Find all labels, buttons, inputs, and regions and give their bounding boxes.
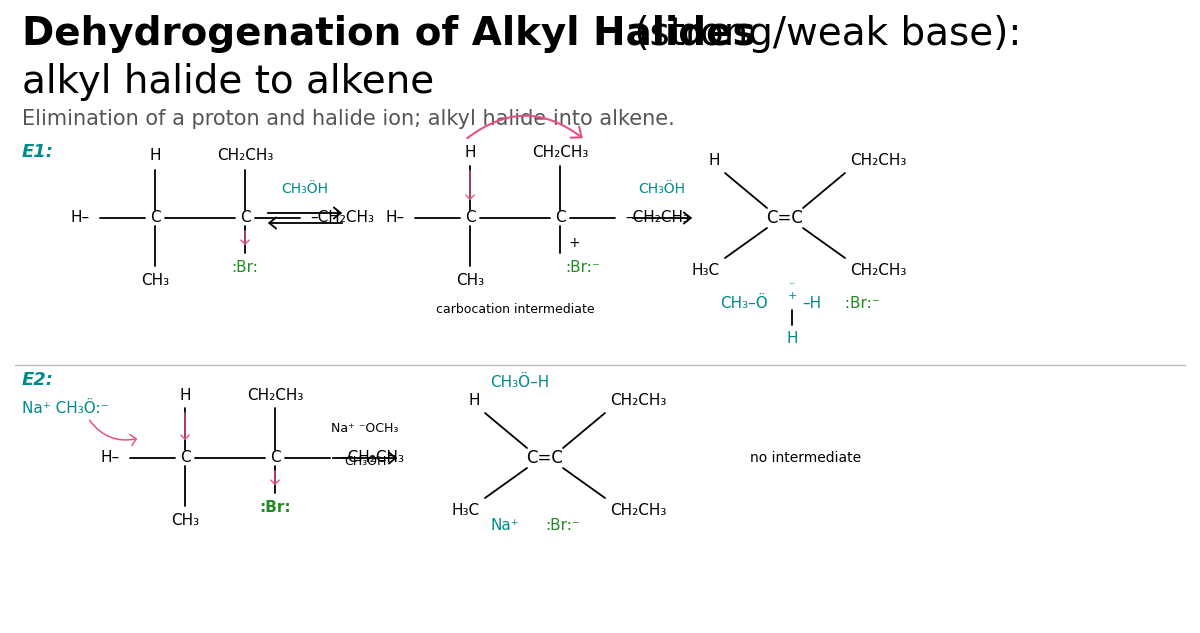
Text: E2:: E2: [22,371,54,389]
Text: –CH₂CH₃: –CH₂CH₃ [340,451,404,465]
Text: carbocation intermediate: carbocation intermediate [436,303,594,316]
Text: CH₃ÖH: CH₃ÖH [282,182,329,196]
Text: CH₂CH₃: CH₂CH₃ [610,393,666,408]
Text: Na⁺: Na⁺ [490,518,518,533]
Text: CH₂CH₃: CH₂CH₃ [217,148,274,163]
Text: –H: –H [802,296,821,311]
Text: CH₃ÖH: CH₃ÖH [638,182,685,196]
Text: C: C [240,211,251,225]
Text: ¨: ¨ [788,282,796,296]
Text: Dehydrogenation of Alkyl Halides: Dehydrogenation of Alkyl Halides [22,15,756,53]
Text: CH₃: CH₃ [456,273,484,288]
Text: C: C [150,211,161,225]
Text: –CH₂CH₃: –CH₂CH₃ [625,211,689,225]
Text: C: C [270,451,281,465]
Text: :Br:: :Br: [232,260,258,275]
Text: C: C [554,211,565,225]
Text: +: + [787,291,797,301]
Text: Na⁺ ⁻OCH₃: Na⁺ ⁻OCH₃ [331,422,398,435]
Text: C=C: C=C [767,209,804,227]
Text: CH₃–Ö: CH₃–Ö [720,296,768,311]
Text: :Br:⁻: :Br:⁻ [545,518,580,533]
Text: H: H [708,153,720,168]
Text: H–: H– [101,451,120,465]
Text: CH₃: CH₃ [140,273,169,288]
Text: Na⁺ CH₃Ö:⁻: Na⁺ CH₃Ö:⁻ [22,401,109,416]
Text: :Br:⁻: :Br:⁻ [840,296,880,311]
Text: alkyl halide to alkene: alkyl halide to alkene [22,63,434,101]
Text: :Br:: :Br: [259,500,290,515]
Text: H: H [179,388,191,403]
Text: CH₃OH: CH₃OH [344,455,386,468]
Text: CH₂CH₃: CH₂CH₃ [247,388,304,403]
Text: CH₂CH₃: CH₂CH₃ [850,263,906,278]
Text: CH₃Ö–H: CH₃Ö–H [490,375,550,390]
Text: H₃C: H₃C [692,263,720,278]
Text: +: + [568,236,580,250]
Text: CH₂CH₃: CH₂CH₃ [610,503,666,518]
Text: Elimination of a proton and halide ion; alkyl halide into alkene.: Elimination of a proton and halide ion; … [22,109,674,129]
Text: E1:: E1: [22,143,54,161]
Text: H: H [786,331,798,346]
Text: H₃C: H₃C [452,503,480,518]
Text: (strong/weak base):: (strong/weak base): [622,15,1021,53]
Text: CH₂CH₃: CH₂CH₃ [850,153,906,168]
Text: C=C: C=C [527,449,564,467]
Text: :Br:⁻: :Br:⁻ [565,260,600,275]
Text: H: H [468,393,480,408]
Text: C: C [180,451,191,465]
Text: H–: H– [386,211,406,225]
Text: CH₂CH₃: CH₂CH₃ [532,145,588,160]
Text: C: C [464,211,475,225]
Text: H–: H– [71,211,90,225]
Text: H: H [464,145,475,160]
Text: CH₃: CH₃ [170,513,199,528]
Text: –CH₂CH₃: –CH₂CH₃ [310,211,374,225]
Text: no intermediate: no intermediate [750,451,862,465]
Text: H: H [149,148,161,163]
